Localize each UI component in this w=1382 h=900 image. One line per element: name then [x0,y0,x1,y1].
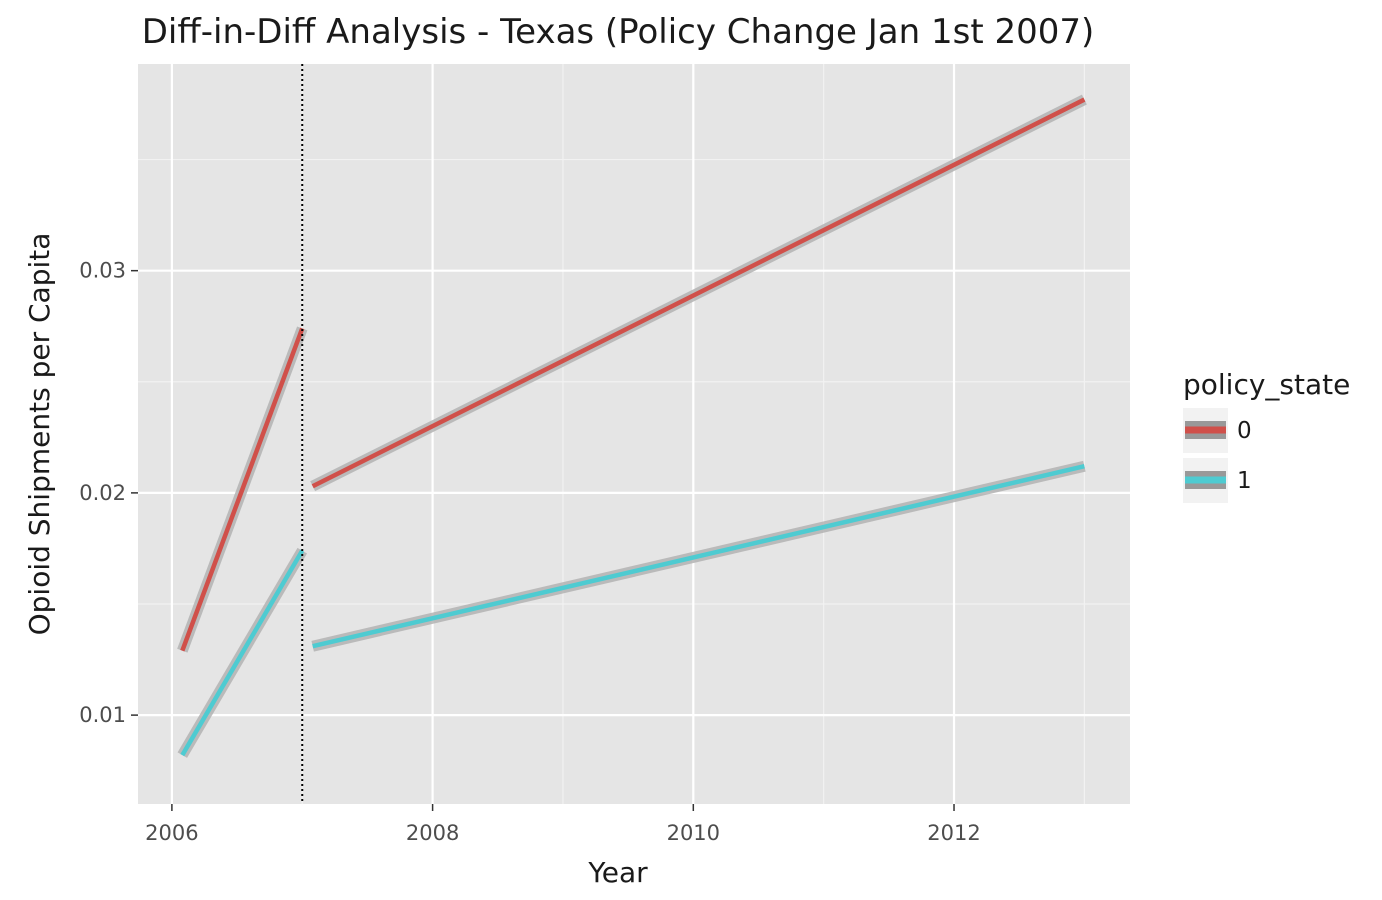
y-tick-label: 0.01 [79,703,126,727]
legend-item-0: 0 [1183,408,1252,453]
x-tick-label: 2010 [667,821,720,845]
x-tick-label: 2006 [145,821,198,845]
legend-items: 01 [1183,408,1252,503]
series-layer [177,94,1087,758]
series-1-line [180,549,305,757]
series-1 [177,460,1086,758]
legend-label: 1 [1237,468,1252,494]
legend-item-1: 1 [1183,458,1252,503]
legend-label: 0 [1237,418,1252,444]
legend-title: policy_state [1183,368,1350,401]
y-tick-label: 0.02 [79,481,126,505]
x-axis-ticks: 2006 2008 2010 2012 [145,804,981,845]
series-1-line [312,464,1085,649]
chart-title: Diff-in-Diff Analysis - Texas (Policy Ch… [142,12,1095,52]
legend: policy_state 01 [1183,368,1350,503]
y-axis-ticks: 0.01 0.02 0.03 [79,259,138,727]
series-0 [177,94,1087,653]
plot-panel [138,64,1130,804]
x-tick-label: 2012 [927,821,980,845]
x-axis-title: Year [587,856,648,889]
y-axis-title: Opioid Shipments per Capita [23,233,56,636]
y-tick-label: 0.03 [79,259,126,283]
series-0-line [180,327,305,652]
series-0-line [311,97,1086,489]
grid-minor [138,64,1130,804]
x-tick-label: 2008 [406,821,459,845]
